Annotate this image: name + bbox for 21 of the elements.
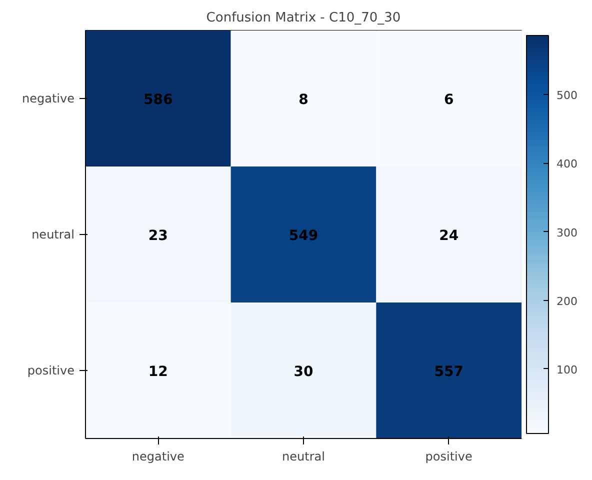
- data-label: 586: [144, 92, 173, 108]
- data-label: 30: [294, 364, 314, 380]
- color-bar-label: 300: [556, 226, 578, 240]
- x-tick-label: positive: [425, 450, 472, 464]
- data-label: 12: [148, 364, 168, 380]
- color-bar-label: 200: [556, 294, 578, 308]
- data-label: 23: [148, 228, 168, 244]
- color-bar-label: 500: [556, 89, 578, 102]
- color-bar-label: 100: [556, 363, 578, 376]
- x-tick-label: neutral: [282, 450, 325, 464]
- y-tick-label: negative: [22, 92, 74, 106]
- chart-title: Confusion Matrix - C10_70_30: [206, 10, 401, 26]
- color-bar-label: 400: [556, 158, 578, 171]
- data-label: 6: [444, 92, 454, 108]
- data-label: 557: [434, 364, 464, 380]
- data-label: 549: [288, 228, 318, 244]
- y-tick-label: neutral: [32, 228, 74, 242]
- data-label: 8: [298, 92, 308, 108]
- y-tick-label: positive: [27, 364, 75, 378]
- x-tick-label: negative: [132, 450, 184, 464]
- data-label: 24: [439, 228, 459, 244]
